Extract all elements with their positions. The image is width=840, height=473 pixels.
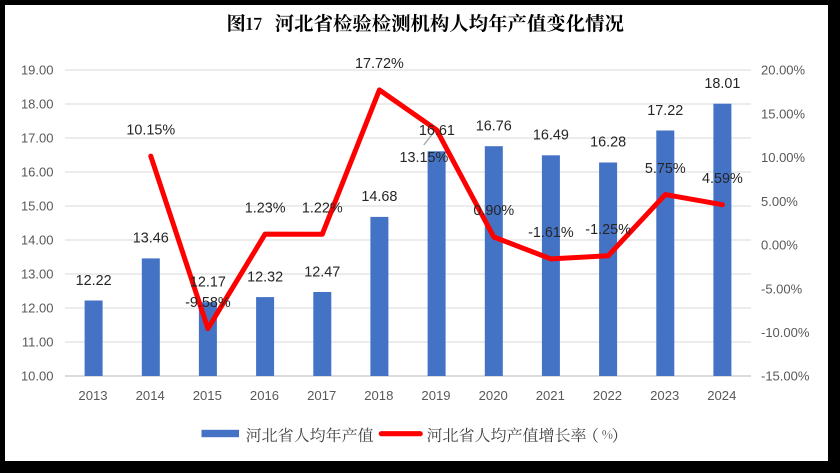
- svg-text:19.00: 19.00: [21, 63, 54, 78]
- svg-text:1.23%: 1.23%: [245, 200, 286, 216]
- svg-text:10.15%: 10.15%: [126, 122, 175, 138]
- svg-text:-1.25%: -1.25%: [585, 222, 631, 238]
- svg-text:-9.58%: -9.58%: [185, 295, 231, 311]
- svg-text:2020: 2020: [479, 388, 508, 403]
- svg-text:16.28: 16.28: [590, 135, 626, 151]
- svg-text:15.00%: 15.00%: [761, 107, 806, 122]
- svg-text:12.17: 12.17: [190, 275, 226, 291]
- svg-text:2016: 2016: [250, 388, 279, 403]
- svg-text:2019: 2019: [421, 388, 450, 403]
- svg-text:12.00: 12.00: [21, 301, 54, 316]
- svg-text:2023: 2023: [650, 388, 679, 403]
- svg-text:-10.00%: -10.00%: [761, 325, 810, 340]
- svg-text:13.00: 13.00: [21, 267, 54, 282]
- svg-text:20.00%: 20.00%: [761, 63, 806, 78]
- svg-text:10.00: 10.00: [21, 369, 54, 384]
- svg-text:14.68: 14.68: [361, 189, 397, 205]
- svg-text:18.00: 18.00: [21, 97, 54, 112]
- svg-text:17.00: 17.00: [21, 131, 54, 146]
- svg-text:-1.61%: -1.61%: [528, 225, 574, 241]
- svg-text:2018: 2018: [364, 388, 393, 403]
- svg-text:17.22: 17.22: [647, 103, 683, 119]
- svg-text:0.00%: 0.00%: [761, 238, 798, 253]
- svg-text:5.00%: 5.00%: [761, 194, 798, 209]
- svg-text:16.00: 16.00: [21, 165, 54, 180]
- svg-text:12.22: 12.22: [76, 273, 112, 289]
- svg-text:12.32: 12.32: [247, 269, 283, 285]
- svg-text:2024: 2024: [707, 388, 736, 403]
- svg-text:2015: 2015: [193, 388, 222, 403]
- svg-text:-5.00%: -5.00%: [761, 281, 803, 296]
- svg-text:10.00%: 10.00%: [761, 150, 806, 165]
- svg-text:0.90%: 0.90%: [473, 203, 514, 219]
- svg-text:11.00: 11.00: [22, 335, 54, 350]
- svg-text:2014: 2014: [136, 388, 165, 403]
- svg-text:18.01: 18.01: [704, 76, 740, 92]
- svg-text:2021: 2021: [536, 388, 565, 403]
- svg-text:15.00: 15.00: [21, 199, 54, 214]
- svg-text:4.59%: 4.59%: [702, 171, 743, 187]
- svg-text:2017: 2017: [307, 388, 336, 403]
- svg-text:16.49: 16.49: [533, 128, 569, 144]
- svg-text:14.00: 14.00: [21, 233, 54, 248]
- svg-text:2022: 2022: [593, 388, 622, 403]
- svg-text:2013: 2013: [78, 388, 107, 403]
- svg-text:12.47: 12.47: [304, 264, 340, 280]
- svg-text:1.22%: 1.22%: [302, 200, 343, 216]
- svg-text:13.46: 13.46: [133, 231, 169, 247]
- svg-text:-15.00%: -15.00%: [761, 369, 810, 384]
- svg-text:5.75%: 5.75%: [645, 161, 686, 177]
- svg-text:17.72%: 17.72%: [355, 56, 404, 72]
- svg-text:16.61: 16.61: [419, 123, 455, 139]
- svg-text:13.15%: 13.15%: [399, 150, 448, 166]
- svg-text:16.76: 16.76: [476, 118, 512, 134]
